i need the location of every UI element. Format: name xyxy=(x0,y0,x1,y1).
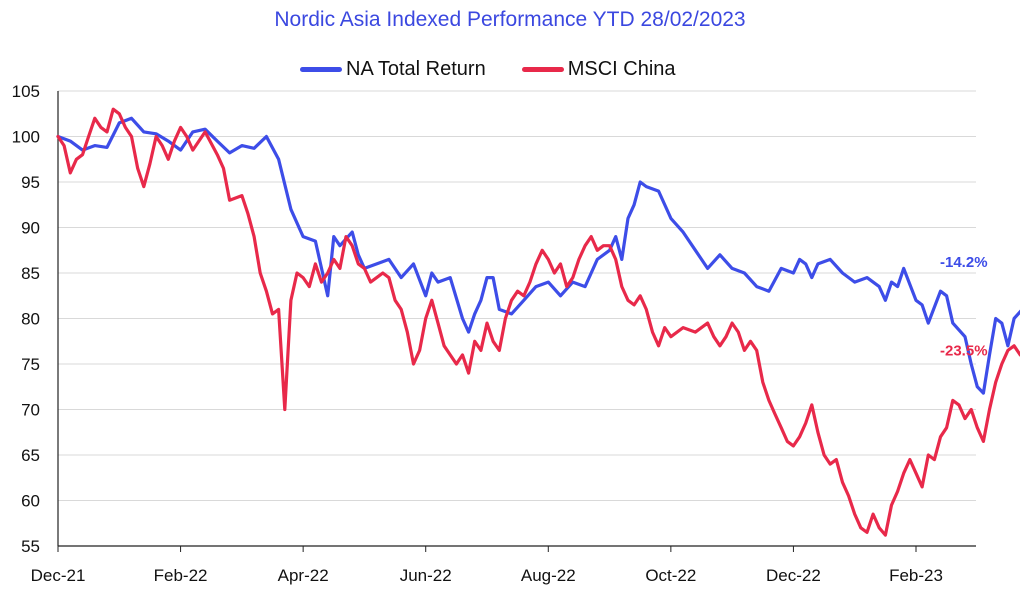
y-tick-label: 65 xyxy=(21,446,40,465)
end-value-label: -14.2% xyxy=(940,254,988,271)
x-tick-label: Dec-22 xyxy=(766,566,821,585)
chart-legend: NA Total Return MSCI China xyxy=(300,58,676,81)
x-tick-label: Feb-22 xyxy=(154,566,208,585)
series-line-msci-china xyxy=(56,107,1020,537)
x-tick-label: Jun-22 xyxy=(400,566,452,585)
x-tick-label: Aug-22 xyxy=(521,566,576,585)
legend-label-na-total-return: NA Total Return xyxy=(346,58,486,80)
x-tick-label: Dec-21 xyxy=(31,566,86,585)
legend-item-msci-china: MSCI China xyxy=(521,58,676,81)
chart-title: Nordic Asia Indexed Performance YTD 28/0… xyxy=(274,8,746,31)
end-value-label: -23.5% xyxy=(940,342,988,359)
y-tick-label: 85 xyxy=(21,264,40,283)
y-tick-label: 80 xyxy=(21,310,40,329)
y-tick-label: 70 xyxy=(21,401,40,420)
x-tick-label: Oct-22 xyxy=(645,566,696,585)
y-tick-label: 105 xyxy=(12,82,40,101)
x-tick-label: Apr-22 xyxy=(278,566,329,585)
y-tick-label: 100 xyxy=(12,128,40,147)
legend-swatch-msci-china xyxy=(521,67,564,72)
y-tick-label: 60 xyxy=(21,492,40,511)
legend-item-na-total-return: NA Total Return xyxy=(300,58,486,81)
y-tick-label: 95 xyxy=(21,173,40,192)
legend-swatch-na-total-return xyxy=(300,67,342,72)
y-tick-label: 55 xyxy=(21,537,40,556)
y-tick-label: 90 xyxy=(21,219,40,238)
x-tick-label: Feb-23 xyxy=(889,566,943,585)
series-line-na-total-return xyxy=(56,116,1020,395)
legend-label-msci-china: MSCI China xyxy=(567,58,676,80)
y-tick-label: 75 xyxy=(21,355,40,374)
